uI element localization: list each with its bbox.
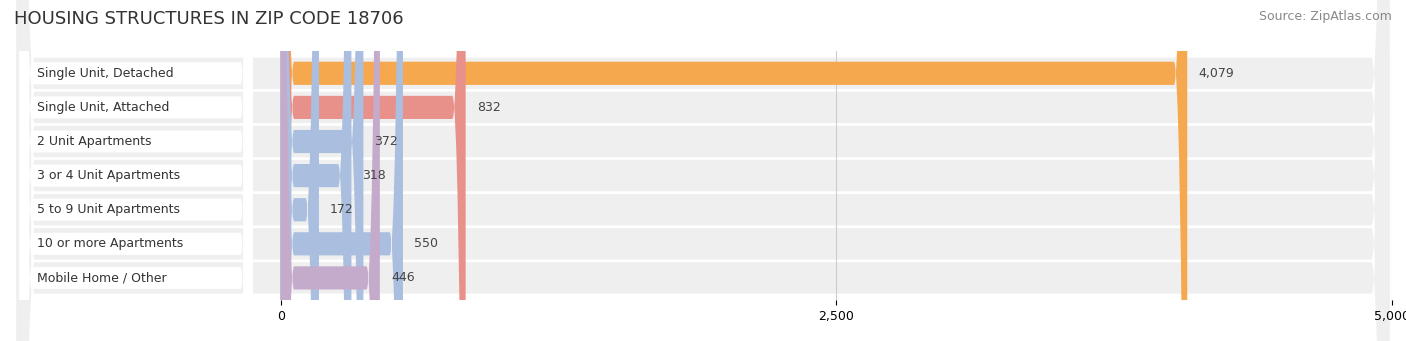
FancyBboxPatch shape [17, 0, 1389, 341]
FancyBboxPatch shape [20, 0, 253, 341]
Text: 172: 172 [330, 203, 354, 216]
FancyBboxPatch shape [281, 0, 465, 341]
FancyBboxPatch shape [20, 0, 253, 341]
FancyBboxPatch shape [281, 0, 352, 341]
FancyBboxPatch shape [281, 0, 1187, 341]
Text: HOUSING STRUCTURES IN ZIP CODE 18706: HOUSING STRUCTURES IN ZIP CODE 18706 [14, 10, 404, 28]
Text: Source: ZipAtlas.com: Source: ZipAtlas.com [1258, 10, 1392, 23]
Text: 4,079: 4,079 [1198, 67, 1234, 80]
Text: 2 Unit Apartments: 2 Unit Apartments [38, 135, 152, 148]
Text: 372: 372 [374, 135, 398, 148]
FancyBboxPatch shape [281, 0, 319, 341]
Text: 318: 318 [363, 169, 387, 182]
FancyBboxPatch shape [17, 0, 1389, 341]
Text: 10 or more Apartments: 10 or more Apartments [38, 237, 184, 250]
Text: 3 or 4 Unit Apartments: 3 or 4 Unit Apartments [38, 169, 180, 182]
Text: 550: 550 [413, 237, 439, 250]
Text: Mobile Home / Other: Mobile Home / Other [38, 271, 167, 284]
FancyBboxPatch shape [281, 0, 404, 341]
FancyBboxPatch shape [20, 0, 253, 341]
FancyBboxPatch shape [20, 0, 253, 341]
Text: Single Unit, Attached: Single Unit, Attached [38, 101, 170, 114]
FancyBboxPatch shape [20, 0, 253, 341]
FancyBboxPatch shape [17, 0, 1389, 341]
FancyBboxPatch shape [17, 0, 1389, 341]
FancyBboxPatch shape [17, 0, 1389, 341]
Text: 446: 446 [391, 271, 415, 284]
FancyBboxPatch shape [17, 0, 1389, 341]
FancyBboxPatch shape [281, 0, 380, 341]
Text: 832: 832 [477, 101, 501, 114]
FancyBboxPatch shape [20, 0, 253, 341]
FancyBboxPatch shape [17, 0, 1389, 341]
Text: 5 to 9 Unit Apartments: 5 to 9 Unit Apartments [38, 203, 180, 216]
FancyBboxPatch shape [281, 0, 363, 341]
Text: Single Unit, Detached: Single Unit, Detached [38, 67, 174, 80]
FancyBboxPatch shape [20, 0, 253, 341]
